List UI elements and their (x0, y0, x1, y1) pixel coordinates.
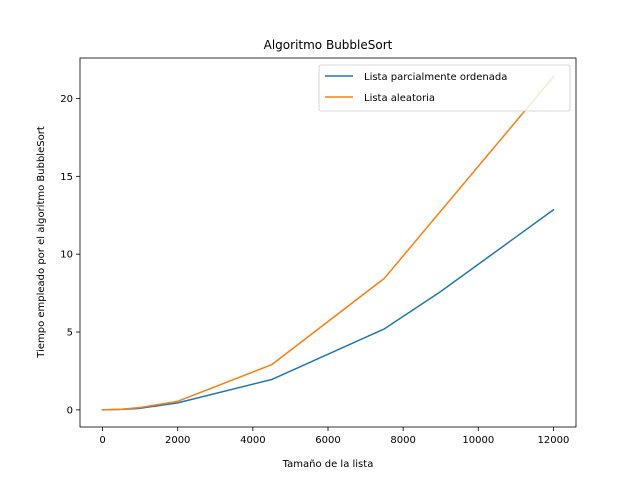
x-tick-label: 0 (99, 435, 105, 446)
x-tick-label: 6000 (315, 435, 340, 446)
x-axis-label: Tamaño de la lista (282, 459, 374, 470)
legend: Lista parcialmente ordenada Lista aleato… (318, 64, 571, 112)
series-line-random (101, 75, 555, 411)
plot-frame (79, 57, 577, 428)
x-tick-label: 12000 (538, 435, 570, 446)
x-tick-label: 2000 (165, 435, 190, 446)
y-tick-label: 20 (60, 94, 73, 105)
y-tick-label: 5 (67, 328, 73, 339)
x-tick-label: 10000 (462, 435, 494, 446)
chart-title: Algoritmo BubbleSort (264, 38, 393, 52)
legend-entry-partial: Lista parcialmente ordenada (364, 72, 507, 83)
x-axis-ticks: 0 2000 4000 6000 8000 10000 12000 (99, 427, 569, 446)
legend-box (318, 64, 571, 112)
y-axis-label: Tiempo empleado por el algoritmo BubbleS… (36, 126, 47, 359)
y-tick-label: 0 (67, 405, 73, 416)
y-tick-label: 10 (60, 250, 73, 261)
x-tick-label: 8000 (390, 435, 415, 446)
plot-area (80, 58, 576, 427)
y-tick-label: 15 (60, 172, 73, 183)
series-layer (101, 75, 555, 411)
x-tick-label: 4000 (240, 435, 265, 446)
y-axis-ticks: 0 5 10 15 20 (60, 94, 80, 416)
legend-entry-random: Lista aleatoria (364, 93, 435, 104)
